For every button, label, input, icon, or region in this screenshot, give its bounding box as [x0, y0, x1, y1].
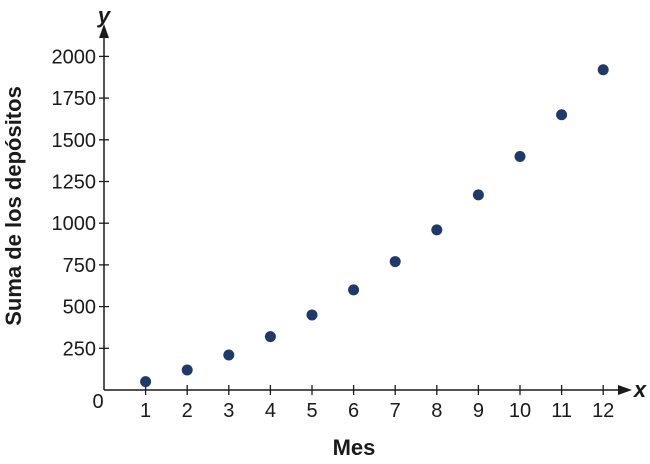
x-tick-label: 7 [390, 400, 401, 422]
data-point [264, 331, 276, 343]
x-tick-label: 8 [431, 400, 442, 422]
data-point [140, 376, 152, 388]
x-tick-label: 3 [223, 400, 234, 422]
data-point [389, 256, 401, 268]
y-tick-label: 2000 [52, 46, 97, 68]
y-tick-label: 250 [63, 338, 96, 360]
y-tick-label: 1000 [52, 213, 97, 235]
y-tick-label: 1250 [52, 172, 97, 194]
data-point [431, 224, 443, 236]
y-axis-variable-label: y [97, 3, 112, 28]
data-point [472, 189, 484, 201]
y-tick-label: 1750 [52, 88, 97, 110]
data-points [140, 64, 609, 388]
y-axis-title: Suma de los depósitos [1, 86, 26, 326]
origin-label: 0 [92, 391, 103, 413]
y-tick-label: 500 [63, 297, 96, 319]
axes [99, 24, 632, 395]
data-point [223, 349, 235, 361]
y-tick-label: 750 [63, 255, 96, 277]
x-tick-label: 10 [509, 400, 531, 422]
x-tick-label: 12 [592, 400, 614, 422]
data-point [306, 309, 318, 321]
x-tick-label: 4 [265, 400, 276, 422]
x-tick-label: 9 [473, 400, 484, 422]
x-tick-label: 5 [306, 400, 317, 422]
x-axis-title: Mes [333, 435, 376, 460]
data-point [556, 109, 568, 121]
x-tick-label: 11 [551, 400, 572, 422]
x-tick-label: 6 [348, 400, 359, 422]
tick-marks [99, 55, 604, 395]
tick-labels: 1 2 3 4 5 6 7 8 9 10 11 122505007501000125015001750… [52, 46, 615, 422]
x-tick-label: 1 [140, 400, 151, 422]
data-point [181, 364, 193, 376]
data-point [514, 150, 526, 162]
x-tick-label: 2 [182, 400, 193, 422]
y-tick-label: 1500 [52, 130, 97, 152]
x-axis-arrow-icon [618, 385, 632, 395]
x-axis-variable-label: x [633, 377, 647, 402]
data-point [597, 64, 609, 76]
y-axis-arrow-icon [99, 24, 109, 38]
data-point [348, 284, 360, 296]
